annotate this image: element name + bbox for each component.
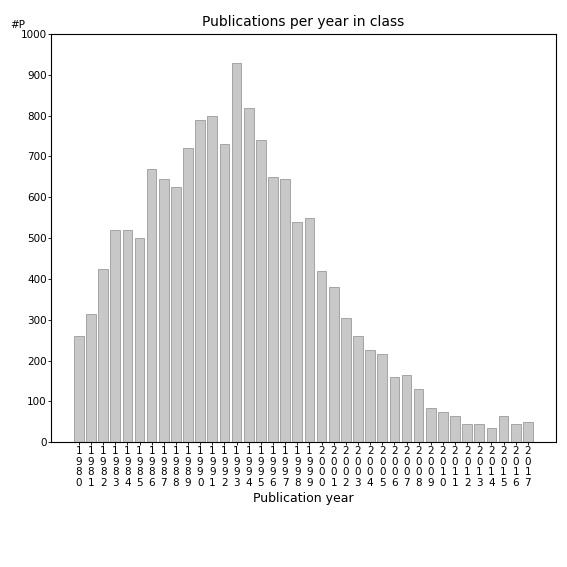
Bar [329,287,338,442]
Bar [183,149,193,442]
Bar [256,140,266,442]
Bar [219,144,229,442]
Bar [341,318,350,442]
Bar [414,389,424,442]
Bar [232,62,242,442]
Bar [511,424,521,442]
Bar [171,187,181,442]
Bar [195,120,205,442]
Bar [486,428,496,442]
Bar [353,336,363,442]
Bar [499,416,509,442]
Bar [317,271,327,442]
Bar [450,416,460,442]
Text: #P: #P [11,20,26,30]
Bar [122,230,132,442]
Bar [304,218,314,442]
Bar [426,408,435,442]
Title: Publications per year in class: Publications per year in class [202,15,404,29]
Bar [98,269,108,442]
Bar [111,230,120,442]
Bar [268,177,278,442]
Bar [401,375,412,442]
Bar [293,222,302,442]
Bar [159,179,168,442]
Bar [523,422,533,442]
Bar [475,424,484,442]
X-axis label: Publication year: Publication year [253,492,354,505]
Bar [365,350,375,442]
Bar [134,238,145,442]
Bar [438,412,448,442]
Bar [378,354,387,442]
Bar [280,179,290,442]
Bar [86,314,96,442]
Bar [147,169,156,442]
Bar [390,377,399,442]
Bar [462,424,472,442]
Bar [244,108,253,442]
Bar [74,336,84,442]
Bar [208,116,217,442]
